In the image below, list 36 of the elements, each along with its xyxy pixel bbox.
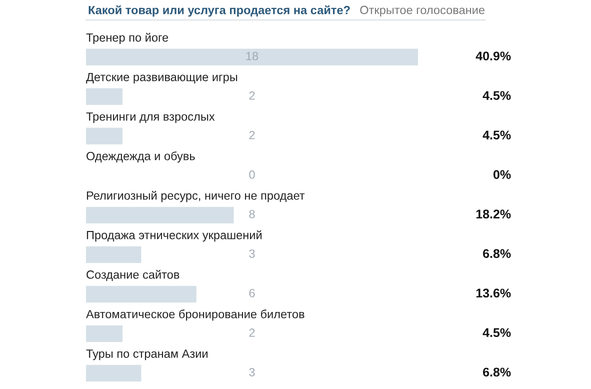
data-label: 0% (493, 170, 511, 179)
data-label: 4.5% (482, 328, 511, 338)
annotation: 8 (249, 210, 255, 218)
data-label: 6.8% (483, 249, 511, 258)
chart-subtitle: Открытое голосование (360, 6, 484, 17)
bar (86, 48, 418, 66)
annotation: 3 (249, 249, 255, 258)
annotation: 3 (249, 368, 255, 376)
y-tick-label: Создание сайтов (86, 270, 180, 282)
data-label: 40.9% (476, 52, 511, 60)
annotation: 2 (249, 328, 255, 337)
bar (86, 364, 142, 382)
chart-title: Какой товар или услуга продается на сайте? (88, 5, 350, 17)
y-tick-label: Одеждежда и обувь (86, 151, 195, 163)
y-tick-label: Автоматическое бронирование билетов (86, 310, 304, 321)
bar (86, 286, 196, 302)
bar (86, 325, 123, 342)
y-tick-label: Туры по странам Азии (86, 350, 208, 360)
annotation: 2 (249, 91, 255, 100)
annotation: 6 (249, 288, 255, 298)
y-tick-label: Тренинги для взрослых (86, 112, 215, 124)
y-tick-label: Продажа этнических украшений (86, 230, 262, 242)
data-label: 13.6% (476, 288, 511, 298)
data-label: 6.8% (483, 368, 511, 377)
y-tick-label: Тренер по йоге (86, 32, 168, 44)
bar (86, 128, 123, 144)
data-label: 18.2% (476, 210, 511, 218)
bar (86, 206, 234, 224)
annotation: 0 (249, 170, 255, 179)
bar (86, 246, 142, 263)
data-label: 4.5% (482, 91, 511, 100)
annotation: 2 (249, 130, 255, 140)
y-tick-label: Религиозный ресурс, ничего не продает (86, 190, 305, 202)
y-tick-label: Детские развивающие игры (86, 72, 238, 84)
data-label: 4.5% (482, 130, 511, 140)
bar (86, 88, 123, 105)
